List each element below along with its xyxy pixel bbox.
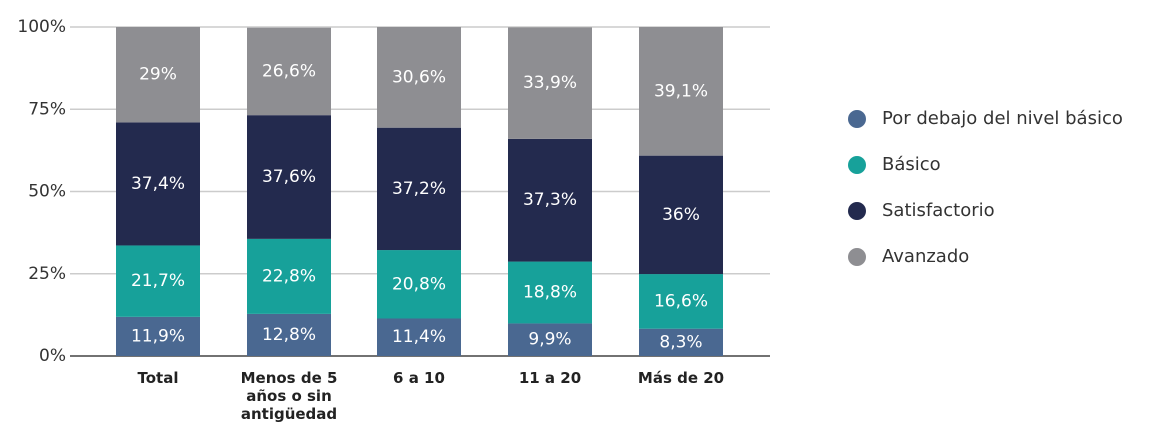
bar-segment <box>247 313 331 356</box>
legend-marker <box>848 110 866 128</box>
bar-segment <box>247 115 331 239</box>
value-label: 11,9% <box>131 326 185 346</box>
value-label: 37,3% <box>523 190 577 210</box>
bar-segment <box>377 127 461 251</box>
value-label: 29% <box>139 65 177 85</box>
bar-segment <box>116 122 200 246</box>
legend-label: Satisfactorio <box>882 200 995 221</box>
bar-segment <box>116 27 200 123</box>
legend-marker <box>848 248 866 266</box>
bar-segment <box>639 328 723 356</box>
value-label: 37,2% <box>392 179 446 199</box>
bar-segment <box>247 27 331 116</box>
x-tick-label: 6 a 10 <box>393 369 445 387</box>
value-label: 21,7% <box>131 271 185 291</box>
x-tick-label: Menos de 5 años o sin antigüedad <box>240 369 338 423</box>
value-label: 36% <box>662 205 700 225</box>
value-label: 33,9% <box>523 73 577 93</box>
legend-marker <box>848 156 866 174</box>
legend-marker <box>848 202 866 220</box>
y-tick-label: 25% <box>28 264 66 284</box>
bar-segment <box>508 27 592 139</box>
bar-segment <box>639 274 723 329</box>
y-tick-label: 100% <box>17 17 66 37</box>
bar-segment <box>377 250 461 319</box>
value-label: 30,6% <box>392 67 446 87</box>
bar-segment <box>247 238 331 314</box>
value-label: 16,6% <box>654 291 708 311</box>
bar-segment <box>639 27 723 156</box>
bar-segment <box>116 316 200 356</box>
bar-segment <box>377 27 461 128</box>
y-tick-label: 50% <box>28 182 66 202</box>
x-tick-label: Total <box>137 369 179 387</box>
bar-segment <box>508 138 592 262</box>
value-label: 37,6% <box>262 167 316 187</box>
bar-segment <box>639 155 723 275</box>
value-label: 20,8% <box>392 274 446 294</box>
value-label: 9,9% <box>528 330 571 350</box>
x-tick-label: Más de 20 <box>637 369 725 387</box>
legend-label: Por debajo del nivel básico <box>882 108 1123 129</box>
bar-segment <box>377 318 461 356</box>
value-label: 39,1% <box>654 81 708 101</box>
value-label: 26,6% <box>262 61 316 81</box>
value-label: 18,8% <box>523 283 577 303</box>
value-label: 11,4% <box>392 327 446 347</box>
value-label: 37,4% <box>131 174 185 194</box>
x-tick-label: 11 a 20 <box>518 369 582 387</box>
bar-segment <box>508 261 592 324</box>
value-label: 12,8% <box>262 325 316 345</box>
legend-label: Básico <box>882 154 941 175</box>
legend-label: Avanzado <box>882 246 969 267</box>
bar-segment <box>508 323 592 356</box>
value-label: 8,3% <box>659 332 702 352</box>
value-label: 22,8% <box>262 266 316 286</box>
y-tick-label: 75% <box>28 99 66 119</box>
y-tick-label: 0% <box>39 346 66 366</box>
bar-segment <box>116 245 200 317</box>
